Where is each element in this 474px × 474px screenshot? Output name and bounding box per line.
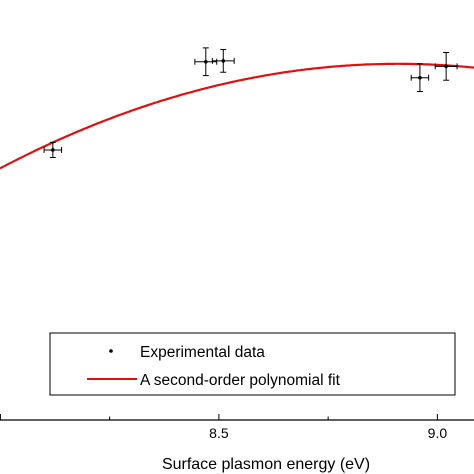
fit-curve <box>0 62 474 170</box>
x-tick-label: 8.5 <box>209 425 229 441</box>
x-tick-label: 9.0 <box>428 425 448 441</box>
data-marker <box>203 59 208 64</box>
legend-marker-experimental <box>109 349 113 353</box>
legend-label-fit: A second-order polynomial fit <box>140 372 341 389</box>
data-point <box>410 63 430 93</box>
data-point <box>43 141 63 158</box>
data-point <box>211 49 235 73</box>
x-axis-ticks: 8.59.09.510.0 <box>0 414 448 441</box>
data-point <box>194 47 218 77</box>
data-point <box>434 52 458 81</box>
legend: Experimental data A second-order polynom… <box>49 332 456 396</box>
data-marker <box>51 148 55 152</box>
data-marker <box>221 59 226 63</box>
fit-curve-layer <box>0 62 474 170</box>
data-marker <box>444 64 448 69</box>
legend-label-experimental: Experimental data <box>140 344 265 361</box>
legend-box <box>49 332 456 396</box>
x-axis-label: Surface plasmon energy (eV) <box>162 456 370 473</box>
data-marker <box>418 75 422 80</box>
data-points-layer <box>43 47 458 158</box>
